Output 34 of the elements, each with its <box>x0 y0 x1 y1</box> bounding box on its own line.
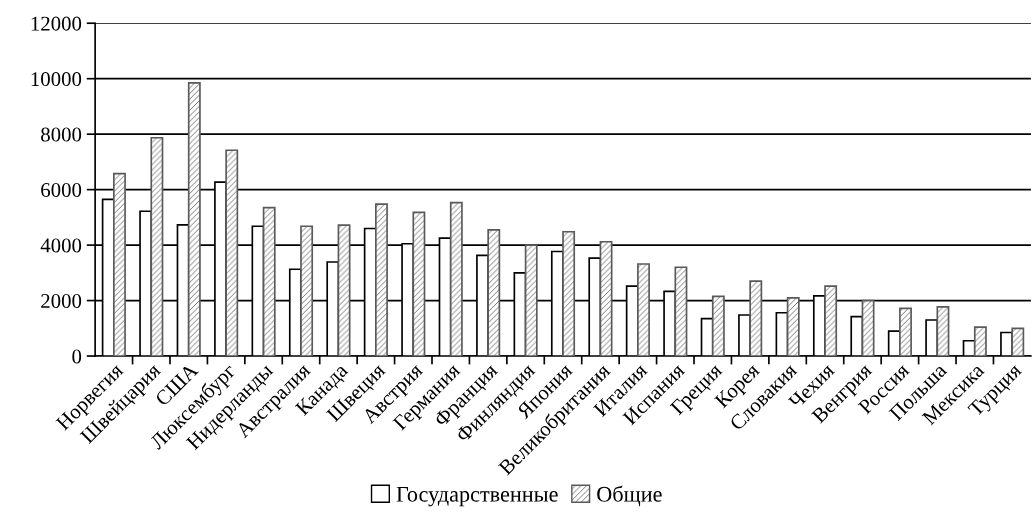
y-tick-label: 2000 <box>41 293 82 308</box>
bar <box>637 263 650 357</box>
y-tick-label: 6000 <box>41 183 82 198</box>
bar <box>936 306 950 357</box>
bar <box>150 136 164 357</box>
bar <box>824 285 838 357</box>
bar <box>187 82 201 357</box>
bar <box>113 172 126 357</box>
legend-label: Общие <box>597 485 662 507</box>
y-tick-label: 10000 <box>31 72 82 87</box>
bar <box>674 266 688 357</box>
bar <box>562 230 576 357</box>
bar <box>412 211 426 357</box>
bar <box>599 240 613 357</box>
bar <box>300 225 314 357</box>
bar <box>375 203 388 357</box>
bar <box>225 149 239 357</box>
y-tick-label: 12000 <box>31 16 82 31</box>
bar <box>487 229 501 357</box>
y-tick-label: 0 <box>72 349 82 364</box>
bar <box>749 280 763 357</box>
bar <box>899 307 912 357</box>
bar <box>524 244 538 357</box>
bar <box>1011 327 1025 357</box>
legend-label: Государственные <box>396 486 558 507</box>
bar <box>337 224 351 357</box>
bar <box>449 201 463 357</box>
bar <box>973 326 987 357</box>
bar <box>786 296 800 357</box>
bar <box>861 299 875 357</box>
bar <box>262 206 276 357</box>
bar <box>711 295 725 357</box>
y-tick-label: 4000 <box>40 238 82 253</box>
y-tick-label: 8000 <box>41 127 82 142</box>
